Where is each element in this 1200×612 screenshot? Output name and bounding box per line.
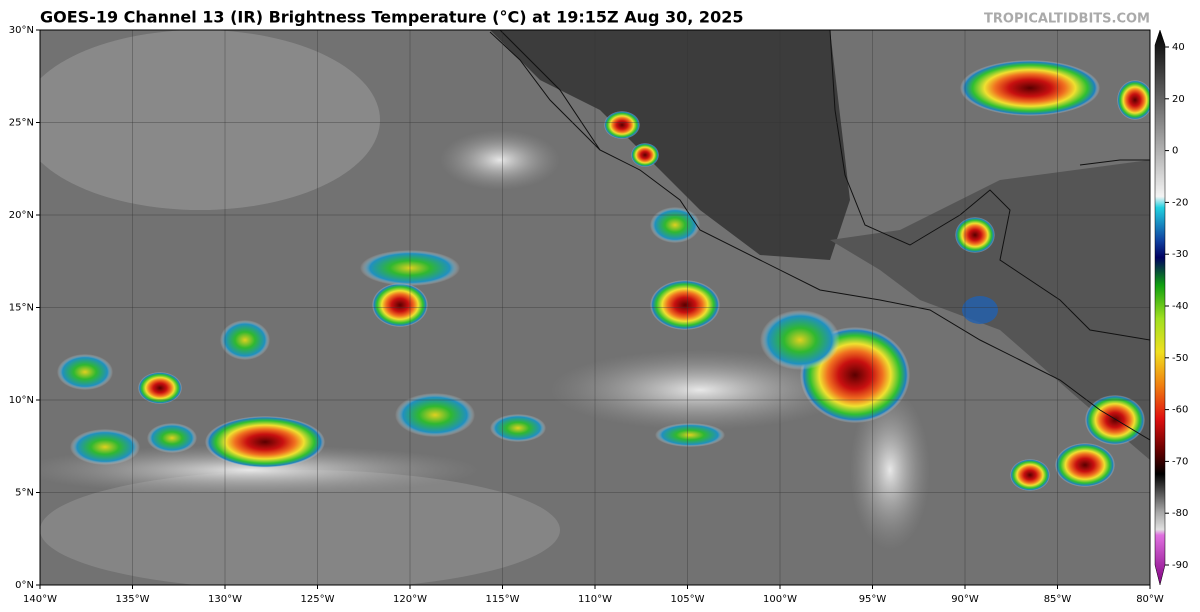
lon-label: 90°W: [951, 594, 979, 605]
colorbar-label: 40: [1172, 42, 1185, 53]
colorbar-label: -70: [1172, 456, 1188, 467]
lon-label: 115°W: [486, 594, 520, 605]
lon-label: 130°W: [208, 594, 242, 605]
colorbar-label: -60: [1172, 405, 1188, 416]
colorbar-label: -40: [1172, 301, 1188, 312]
lon-label: 125°W: [301, 594, 335, 605]
lon-label: 100°W: [763, 594, 797, 605]
lat-label: 20°N: [9, 210, 34, 221]
lon-label: 85°W: [1044, 594, 1072, 605]
lon-label: 80°W: [1136, 594, 1164, 605]
colorbar-label: -50: [1172, 353, 1188, 364]
lon-label: 95°W: [859, 594, 887, 605]
colorbar-label: 20: [1172, 94, 1185, 105]
lat-label: 5°N: [15, 488, 34, 499]
credit: TROPICALTIDBITS.COM: [984, 12, 1150, 27]
colorbar-label: -80: [1172, 508, 1188, 519]
lat-label: 30°N: [9, 25, 34, 36]
lon-label: 135°W: [116, 594, 150, 605]
satellite-imagery: [40, 30, 1150, 585]
lat-label: 15°N: [9, 303, 34, 314]
colorbar-label: -30: [1172, 249, 1188, 260]
colorbar-label: -20: [1172, 197, 1188, 208]
colorbar-label: -90: [1172, 560, 1188, 571]
lon-label: 120°W: [393, 594, 427, 605]
map-title: GOES-19 Channel 13 (IR) Brightness Tempe…: [40, 8, 743, 27]
lon-label: 140°W: [23, 594, 57, 605]
lat-label: 25°N: [9, 118, 34, 129]
lon-label: 105°W: [671, 594, 705, 605]
lon-label: 110°W: [578, 594, 612, 605]
colorbar: [1154, 29, 1166, 586]
lat-label: 0°N: [15, 580, 34, 591]
lat-label: 10°N: [9, 395, 34, 406]
colorbar-label: 0: [1172, 146, 1178, 157]
